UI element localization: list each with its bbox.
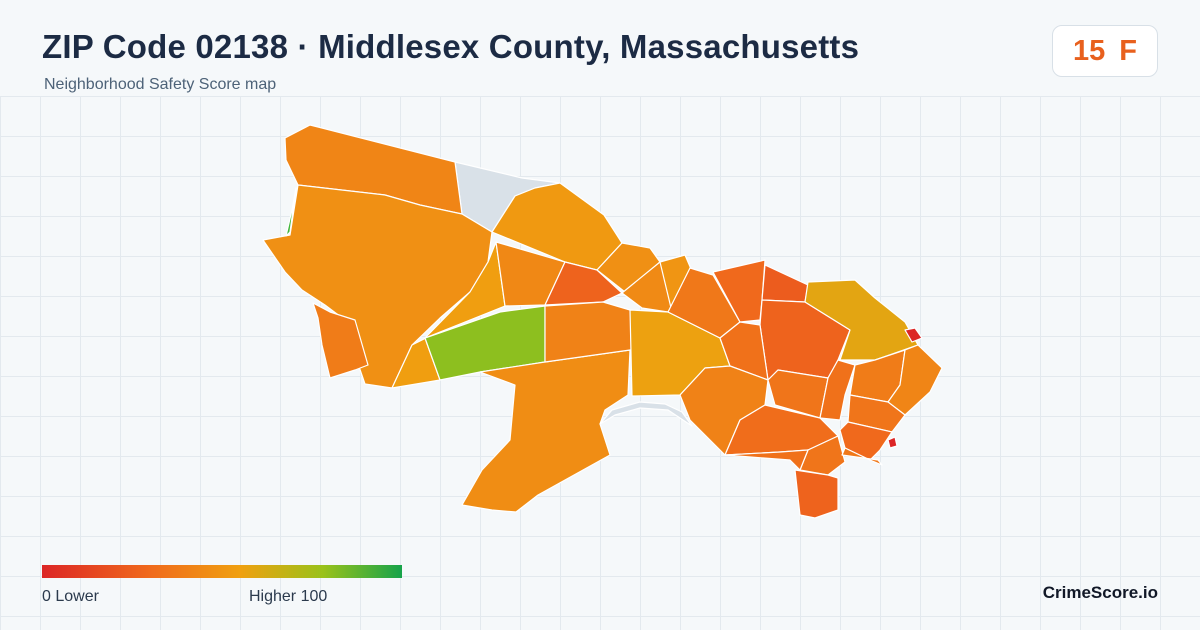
brand-logo-text[interactable]: CrimeScore.io xyxy=(1042,583,1158,602)
water-body xyxy=(599,401,693,427)
page-subtitle: Neighborhood Safety Score map xyxy=(44,76,277,93)
page-title: ZIP Code 02138 · Middlesex County, Massa… xyxy=(42,28,860,65)
region-west-small[interactable] xyxy=(312,302,369,379)
region-south-large[interactable] xyxy=(461,349,631,513)
region-south-tip[interactable] xyxy=(794,469,839,519)
region-north-dot[interactable] xyxy=(904,327,923,343)
region-south-4[interactable] xyxy=(841,447,883,466)
region-east-edge-2[interactable] xyxy=(847,394,906,433)
region-south-5[interactable] xyxy=(724,449,809,471)
region-east-edge[interactable] xyxy=(887,344,943,416)
region-red-north-3[interactable] xyxy=(761,264,809,303)
region-center-east[interactable] xyxy=(544,261,623,306)
region-north-east-1[interactable] xyxy=(596,242,661,293)
legend-gradient-bar xyxy=(42,565,402,578)
score-grade: F xyxy=(1119,34,1137,67)
legend-low-label: 0 Lower xyxy=(42,588,99,605)
region-east-dot[interactable] xyxy=(887,436,898,449)
score-value: 15 xyxy=(1073,34,1106,67)
safety-score-badge: 15 F xyxy=(1052,25,1158,77)
legend-high-label: Higher 100 xyxy=(249,588,328,605)
region-east-mid-1[interactable] xyxy=(719,321,769,381)
region-west-green-sliver[interactable] xyxy=(285,187,297,237)
